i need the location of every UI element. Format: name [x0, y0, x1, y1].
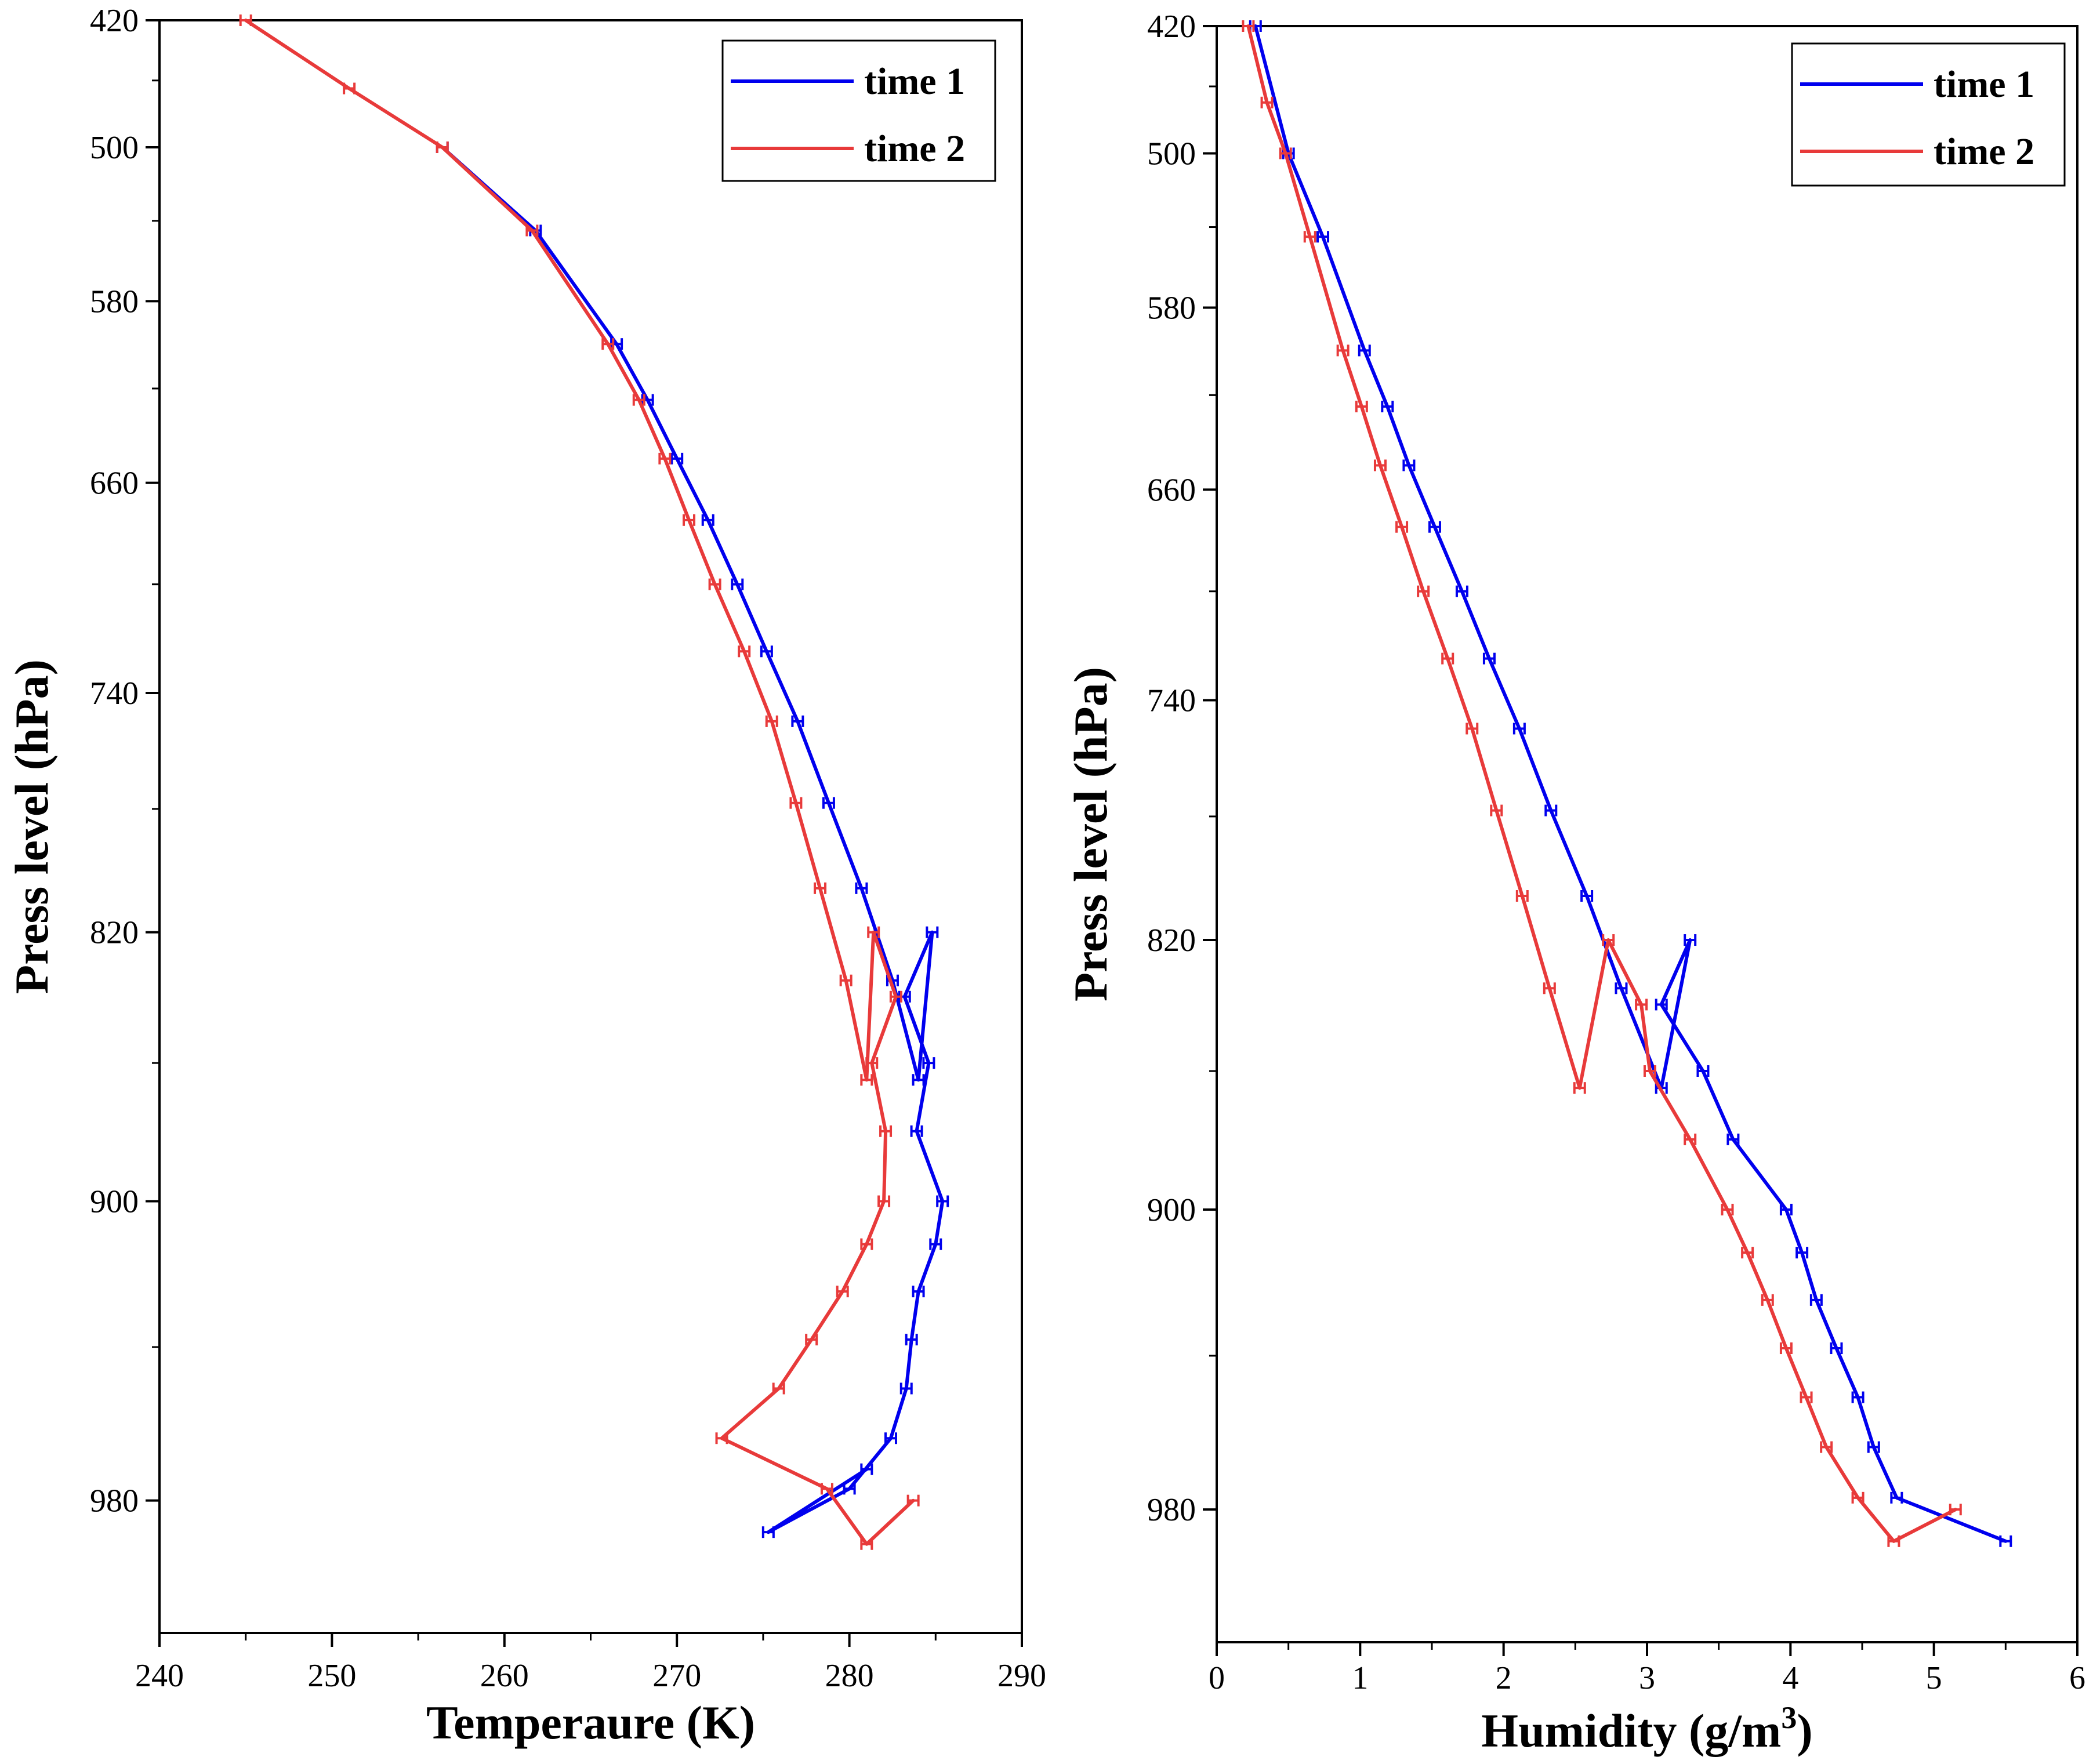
- series-line-1: [440, 146, 945, 1534]
- legend-label-1: time 1: [1934, 63, 2034, 106]
- x-tick-label: 280: [825, 1658, 874, 1694]
- y-tick-label: 660: [1147, 472, 1196, 508]
- y-tick-label: 820: [1147, 923, 1196, 959]
- x-tick-label: 6: [2069, 1660, 2085, 1696]
- x-axis-title: Humidity (g/m3): [1481, 1700, 1812, 1757]
- x-tick-label: 290: [997, 1658, 1046, 1694]
- y-tick-label: 500: [1147, 136, 1196, 172]
- x-tick-label: 260: [480, 1658, 529, 1694]
- series-line-2: [244, 19, 915, 1546]
- y-tick-label: 580: [1147, 290, 1196, 326]
- y-tick-label: 900: [90, 1184, 139, 1220]
- y-tick-label: 420: [1147, 9, 1196, 45]
- y-tick-label: 660: [90, 466, 139, 502]
- x-tick-label: 0: [1209, 1660, 1225, 1696]
- x-tick-label: 250: [307, 1658, 356, 1694]
- x-tick-label: 4: [1782, 1660, 1798, 1696]
- y-tick-label: 900: [1147, 1192, 1196, 1228]
- x-tick-label: 240: [135, 1658, 184, 1694]
- series-line-1: [1253, 24, 2008, 1543]
- y-tick-label: 420: [90, 3, 139, 39]
- y-tick-label: 980: [1147, 1492, 1196, 1528]
- temperature-panel: 240 250 260 270 280 290 420 500 580 660 740 820 900 9…: [5, 3, 1046, 1749]
- y-tick-label: 740: [90, 676, 139, 712]
- plot-frame: [158, 19, 1023, 1634]
- x-axis-title: Temperaure (K): [426, 1696, 755, 1749]
- y-tick-label: 500: [90, 130, 139, 166]
- legend-label-2: time 2: [1934, 130, 2034, 173]
- x-tick-label: 270: [652, 1658, 701, 1694]
- y-tick-label: 820: [90, 915, 139, 951]
- x-tick-label: 2: [1496, 1660, 1512, 1696]
- y-tick-label: 580: [90, 284, 139, 320]
- x-axis-title-superscript: 3: [1781, 1700, 1797, 1735]
- y-axis-title: Press level (hPa): [1064, 667, 1117, 1001]
- legend-label-1: time 1: [864, 60, 965, 103]
- x-tick-label: 5: [1926, 1660, 1942, 1696]
- legend-box: [721, 39, 996, 182]
- y-tick-label: 980: [90, 1483, 139, 1519]
- legend-box: [1791, 42, 2066, 187]
- x-axis-title-tail: ): [1797, 1704, 1812, 1757]
- plot-frame: [1216, 25, 2079, 1643]
- y-tick-label: 740: [1147, 683, 1196, 719]
- humidity-panel: 0 1 2 3 4 5 6 420 500 580 660 740 820 900 980 Press lev…: [1064, 9, 2085, 1757]
- x-tick-label: 3: [1639, 1660, 1655, 1696]
- legend-label-2: time 2: [864, 128, 965, 170]
- series-line-2: [1246, 24, 1957, 1543]
- y-axis-title: Press level (hPa): [5, 659, 58, 994]
- x-tick-label: 1: [1352, 1660, 1368, 1696]
